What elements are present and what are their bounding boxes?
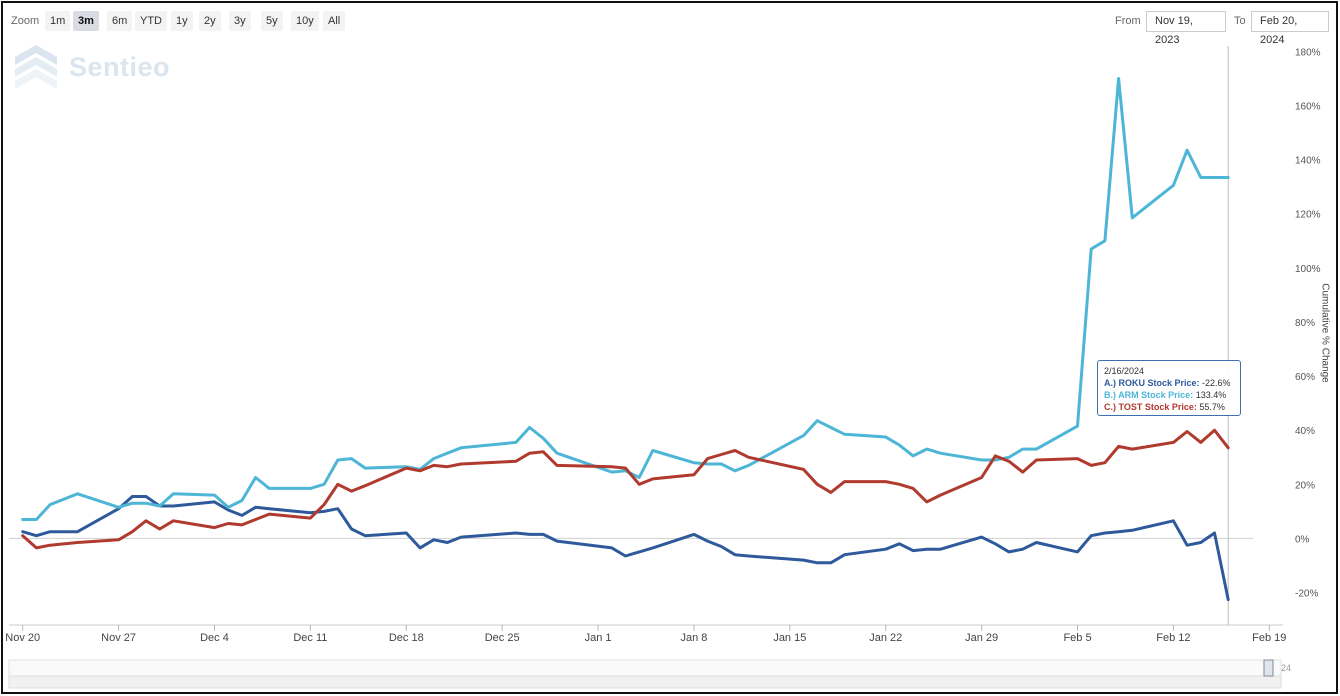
- navigator-divider: [218, 660, 219, 676]
- series-line-tost: [21, 428, 1230, 550]
- x-tick-label: Jan 29: [965, 632, 998, 644]
- y-tick-label: 160%: [1295, 102, 1321, 113]
- y-axis-title: Cumulative % Change: [1319, 283, 1331, 383]
- x-tick-label: Jan 15: [773, 632, 806, 644]
- sentieo-logo: Sentieo: [13, 43, 170, 91]
- tooltip-line-roku: A.) ROKU Stock Price: -22.6%: [1104, 377, 1234, 389]
- navigator-divider: [952, 660, 953, 676]
- navigator-year-label: 2002: [119, 663, 140, 673]
- logo-text: Sentieo: [69, 51, 171, 82]
- navigator-year-label: 2004: [223, 663, 244, 673]
- y-tick-label: 60%: [1295, 372, 1315, 383]
- y-tick-label: 120%: [1295, 210, 1321, 221]
- y-tick-label: 40%: [1295, 426, 1315, 437]
- navigator-divider: [532, 660, 533, 676]
- x-tick-label: Feb 5: [1063, 632, 1091, 644]
- tooltip-label-tost: C.) TOST Stock Price:: [1104, 402, 1197, 412]
- x-tick-label: Dec 18: [389, 632, 424, 644]
- navigator-divider: [426, 660, 427, 676]
- tooltip-date: 2/16/2024: [1104, 366, 1145, 376]
- x-tick-label: Dec 4: [200, 632, 229, 644]
- x-tick-label: Dec 11: [293, 632, 327, 644]
- tooltip-label-arm: B.) ARM Stock Price:: [1104, 390, 1194, 400]
- zoom-button-2y[interactable]: 2y: [199, 11, 221, 31]
- data-tooltip: 2/16/2024 A.) ROKU Stock Price: -22.6% B…: [1097, 360, 1241, 416]
- y-tick-label: 140%: [1295, 156, 1321, 167]
- zoom-button-1m[interactable]: 1m: [45, 11, 71, 31]
- zoom-button-1y[interactable]: 1y: [171, 11, 193, 31]
- tooltip-value-roku: -22.6%: [1202, 378, 1231, 388]
- zoom-button-ytd[interactable]: YTD: [135, 11, 167, 31]
- tooltip-value-arm: 133.4%: [1195, 390, 1227, 400]
- zoom-button-5y[interactable]: 5y: [261, 11, 283, 31]
- navigator-year-label: 2020: [1063, 663, 1084, 673]
- x-tick-label: Jan 22: [869, 632, 902, 644]
- to-label: To: [1234, 15, 1246, 27]
- zoom-button-all[interactable]: All: [323, 11, 346, 31]
- navigator-divider: [848, 660, 849, 676]
- y-tick-label: 100%: [1295, 264, 1321, 275]
- navigator-divider: [742, 660, 743, 676]
- navigator-divider: [1058, 660, 1059, 676]
- navigator-year-label: 2012: [643, 663, 664, 673]
- zoom-button-3y[interactable]: 3y: [229, 11, 251, 31]
- y-tick-label: -20%: [1295, 589, 1318, 600]
- x-tick-label: Feb 12: [1156, 632, 1190, 644]
- zoom-button-10y[interactable]: 10y: [291, 11, 319, 31]
- navigator-year-label: 2006: [327, 663, 348, 673]
- navigator-year-label: 2018: [957, 663, 978, 673]
- series-line-arm: [21, 77, 1230, 521]
- x-tick-label: Dec 25: [485, 632, 520, 644]
- to-date-input[interactable]: Feb 20, 2024: [1251, 11, 1329, 46]
- line-chart: Nov 20 Nov 27 Dec 4 Dec 11 Dec 18 Dec 25 Jan 1…: [5, 46, 1321, 644]
- logo-icon: [15, 45, 57, 89]
- from-label: From: [1115, 15, 1141, 27]
- y-tick-label: 20%: [1295, 480, 1315, 491]
- navigator-divider: [1164, 660, 1165, 676]
- zoom-button-3m[interactable]: 3m: [73, 11, 99, 31]
- navigator-year-label: 2010: [537, 663, 558, 673]
- x-tick-label: Nov 27: [101, 632, 136, 644]
- x-tick-label: Jan 8: [680, 632, 707, 644]
- tooltip-label-roku: A.) ROKU Stock Price:: [1104, 378, 1200, 388]
- navigator-year-label: 2022: [1169, 663, 1190, 673]
- navigator-divider: [322, 660, 323, 676]
- x-tick-label: Feb 19: [1252, 632, 1286, 644]
- x-tick-label: Jan 1: [585, 632, 612, 644]
- navigator-year-label: 2016: [853, 663, 874, 673]
- navigator-divider: [638, 660, 639, 676]
- series-line-roku: [21, 495, 1230, 602]
- navigator-handle[interactable]: |||: [1269, 677, 1276, 686]
- zoom-button-6m[interactable]: 6m: [107, 11, 133, 31]
- tooltip-value-tost: 55.7%: [1199, 402, 1225, 412]
- y-tick-label: 180%: [1295, 47, 1321, 58]
- navigator-left-arrow[interactable]: ◂: [11, 677, 17, 688]
- tooltip-line-tost: C.) TOST Stock Price: 55.7%: [1104, 401, 1234, 413]
- navigator-divider: [114, 660, 115, 676]
- navigator-year-label: 2008: [431, 663, 452, 673]
- navigator-year-label: 2014: [747, 663, 768, 673]
- zoom-label: Zoom: [11, 15, 40, 27]
- y-tick-label: 80%: [1295, 318, 1315, 329]
- tooltip-line-arm: B.) ARM Stock Price: 133.4%: [1104, 389, 1234, 401]
- y-tick-label: 0%: [1295, 534, 1310, 545]
- navigator-year-label: 24: [1281, 663, 1292, 673]
- x-tick-label: Nov 20: [5, 632, 40, 644]
- from-date-input[interactable]: Nov 19, 2023: [1146, 11, 1226, 46]
